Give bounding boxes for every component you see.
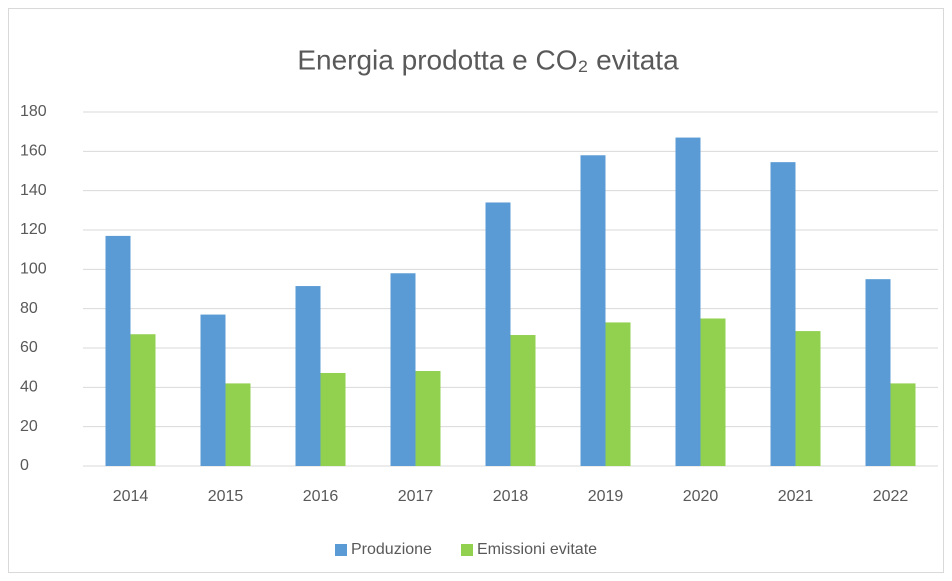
y-tick-label: 80	[20, 300, 38, 317]
bar	[415, 371, 441, 466]
bar	[510, 335, 536, 466]
legend-swatch	[335, 544, 347, 556]
x-tick-label: 2015	[208, 488, 244, 505]
y-tick-label: 0	[20, 457, 29, 474]
legend-label: Emissioni evitate	[477, 541, 597, 558]
x-tick-label: 2014	[113, 488, 149, 505]
x-tick-label: 2021	[778, 488, 814, 505]
bar	[225, 383, 251, 466]
bar	[770, 162, 796, 466]
bar	[890, 383, 916, 466]
y-tick-label: 40	[20, 379, 38, 396]
x-tick-label: 2022	[873, 488, 909, 505]
chart-title: Energia prodotta e CO₂ evitata	[297, 44, 679, 75]
bar	[105, 235, 131, 466]
x-tick-label: 2019	[588, 488, 624, 505]
bar	[320, 372, 346, 466]
y-tick-label: 140	[20, 182, 47, 199]
bar	[605, 322, 631, 466]
y-tick-label: 60	[20, 339, 38, 356]
y-tick-label: 160	[20, 143, 47, 160]
x-tick-label: 2016	[303, 488, 339, 505]
bar	[580, 155, 606, 466]
y-tick-label: 20	[20, 418, 38, 435]
legend-swatch	[461, 544, 473, 556]
bar	[390, 273, 416, 466]
bar	[675, 137, 701, 467]
bar	[130, 334, 156, 466]
y-tick-label: 120	[20, 221, 47, 238]
bar	[700, 318, 726, 466]
x-tick-label: 2017	[398, 488, 434, 505]
y-tick-label: 100	[20, 261, 47, 278]
bar	[295, 286, 321, 466]
bar	[485, 202, 511, 466]
bar	[865, 279, 891, 466]
y-tick-label: 180	[20, 103, 47, 120]
x-tick-label: 2018	[493, 488, 529, 505]
bar	[795, 331, 821, 466]
x-tick-label: 2020	[683, 488, 719, 505]
bar	[200, 314, 226, 466]
legend-label: Produzione	[351, 541, 432, 558]
